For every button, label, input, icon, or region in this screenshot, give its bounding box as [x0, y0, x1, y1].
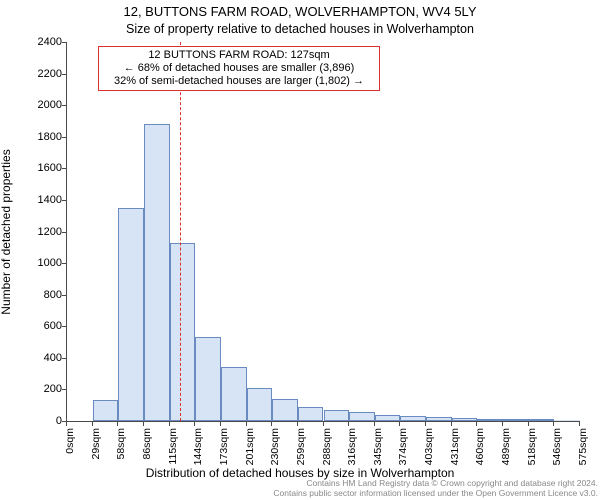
y-tick-label: 2200 — [22, 69, 62, 80]
annotation-line-1: 12 BUTTONS FARM ROAD: 127sqm — [105, 49, 373, 62]
x-tick-mark — [143, 422, 144, 426]
x-tick-mark — [297, 422, 298, 426]
x-tick-mark — [476, 422, 477, 426]
x-tick-mark — [92, 422, 93, 426]
footer-line-2: Contains public sector information licen… — [0, 488, 598, 498]
x-tick-label: 230sqm — [269, 428, 281, 465]
y-tick-label: 2000 — [22, 100, 62, 111]
y-tick-label: 1000 — [22, 258, 62, 269]
histogram-bar — [221, 367, 247, 421]
y-tick-label: 0 — [22, 416, 62, 427]
histogram-bar — [247, 388, 273, 421]
x-tick-label: 259sqm — [295, 428, 307, 465]
x-tick-mark — [553, 422, 554, 426]
histogram-bar — [503, 419, 529, 421]
x-tick-mark — [66, 422, 67, 426]
x-tick-mark — [117, 422, 118, 426]
x-tick-mark — [220, 422, 221, 426]
footer-line-1: Contains HM Land Registry data © Crown c… — [0, 478, 598, 488]
x-tick-label: 58sqm — [115, 428, 127, 460]
footer-attribution: Contains HM Land Registry data © Crown c… — [0, 478, 598, 498]
y-tick-label: 400 — [22, 353, 62, 364]
histogram-bar — [144, 124, 170, 421]
x-tick-label: 86sqm — [141, 428, 153, 460]
histogram-bar — [529, 419, 555, 421]
x-tick-mark — [271, 422, 272, 426]
x-tick-mark — [579, 422, 580, 426]
y-tick-label: 600 — [22, 321, 62, 332]
x-tick-mark — [502, 422, 503, 426]
histogram-bar — [426, 417, 452, 421]
x-tick-mark — [399, 422, 400, 426]
x-tick-label: 316sqm — [346, 428, 358, 465]
x-tick-label: 403sqm — [423, 428, 435, 465]
property-annotation-box: 12 BUTTONS FARM ROAD: 127sqm ← 68% of de… — [98, 46, 380, 91]
histogram-bar — [452, 418, 478, 421]
x-tick-label: 115sqm — [167, 428, 179, 465]
y-tick-label: 800 — [22, 290, 62, 301]
property-marker-line — [180, 42, 181, 421]
chart-title: 12, BUTTONS FARM ROAD, WOLVERHAMPTON, WV… — [0, 4, 600, 19]
x-tick-mark — [194, 422, 195, 426]
histogram-bar — [477, 419, 503, 421]
bars-group — [67, 42, 580, 421]
x-tick-mark — [425, 422, 426, 426]
x-tick-label: 489sqm — [500, 428, 512, 465]
y-tick-label: 200 — [22, 384, 62, 395]
histogram-bar — [298, 407, 324, 421]
x-tick-label: 546sqm — [551, 428, 563, 465]
chart-container: 12, BUTTONS FARM ROAD, WOLVERHAMPTON, WV… — [0, 0, 600, 500]
x-tick-mark — [528, 422, 529, 426]
x-tick-label: 345sqm — [372, 428, 384, 465]
plot-area — [66, 42, 580, 422]
x-tick-label: 575sqm — [577, 428, 589, 465]
y-tick-label: 1800 — [22, 132, 62, 143]
y-tick-label: 1600 — [22, 163, 62, 174]
histogram-bar — [118, 208, 144, 421]
x-tick-label: 374sqm — [397, 428, 409, 465]
x-tick-label: 173sqm — [218, 428, 230, 465]
histogram-bar — [375, 415, 401, 421]
y-tick-label: 2400 — [22, 37, 62, 48]
histogram-bar — [554, 420, 580, 421]
chart-subtitle: Size of property relative to detached ho… — [0, 22, 600, 36]
x-tick-mark — [246, 422, 247, 426]
x-tick-label: 431sqm — [449, 428, 461, 465]
x-tick-label: 460sqm — [474, 428, 486, 465]
y-axis-label: Number of detached properties — [0, 149, 13, 314]
x-tick-label: 288sqm — [321, 428, 333, 465]
x-tick-mark — [169, 422, 170, 426]
x-tick-mark — [451, 422, 452, 426]
histogram-bar — [170, 243, 196, 421]
x-tick-mark — [374, 422, 375, 426]
y-tick-label: 1200 — [22, 227, 62, 238]
histogram-bar — [324, 410, 350, 421]
x-tick-label: 201sqm — [244, 428, 256, 465]
histogram-bar — [349, 412, 375, 421]
histogram-bar — [93, 400, 119, 421]
x-tick-label: 518sqm — [526, 428, 538, 465]
y-tick-label: 1400 — [22, 195, 62, 206]
x-tick-mark — [348, 422, 349, 426]
histogram-bar — [195, 337, 221, 421]
x-tick-label: 29sqm — [90, 428, 102, 460]
x-tick-label: 0sqm — [64, 428, 76, 454]
histogram-bar — [400, 416, 426, 421]
annotation-line-2: ← 68% of detached houses are smaller (3,… — [105, 62, 373, 75]
histogram-bar — [272, 399, 298, 421]
x-tick-label: 144sqm — [192, 428, 204, 465]
x-tick-mark — [323, 422, 324, 426]
annotation-line-3: 32% of semi-detached houses are larger (… — [105, 75, 373, 88]
